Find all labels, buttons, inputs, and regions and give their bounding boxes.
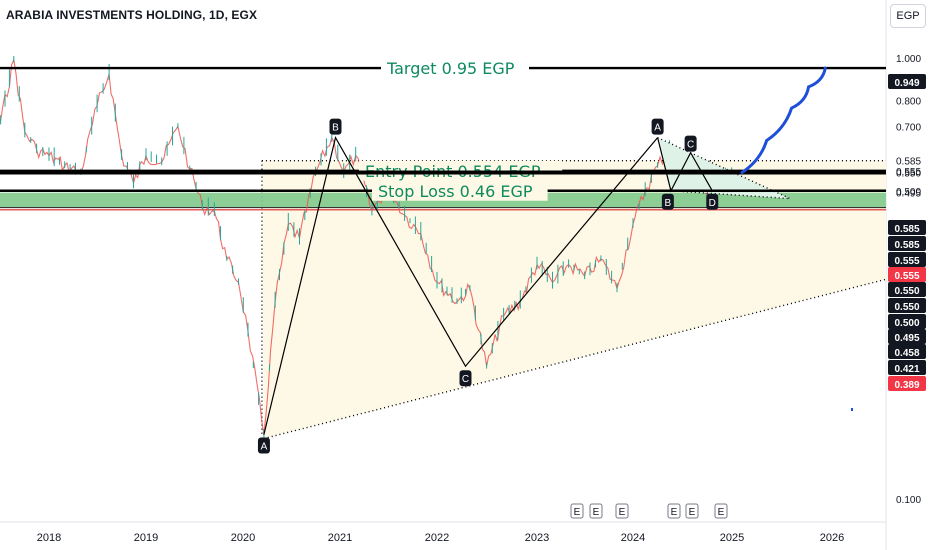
price-label-box <box>888 298 926 313</box>
pattern-point-badge <box>459 370 472 387</box>
price-label-box <box>888 252 926 267</box>
price-label: 0.555 <box>894 256 919 267</box>
price-label: 0.550 <box>894 286 919 297</box>
currency-button[interactable]: EGP <box>890 4 926 28</box>
price-label-box <box>888 344 926 359</box>
earnings-marker-label: E <box>574 507 581 518</box>
price-label-box <box>888 314 926 329</box>
pattern-point-badge <box>684 135 697 152</box>
pattern-point-badge <box>661 193 674 210</box>
y-tick-label: 0.100 <box>896 495 921 506</box>
price-label-box <box>888 74 926 89</box>
target-line-label: Target 0.95 EGP <box>386 59 515 78</box>
earnings-marker-label: E <box>619 507 626 518</box>
price-label: 0.458 <box>894 348 919 359</box>
y-tick-label: 0.550 <box>896 169 921 180</box>
pattern-point-badge <box>706 193 719 210</box>
x-tick-label: 2023 <box>525 532 549 544</box>
earnings-marker-label: E <box>718 507 725 518</box>
stop-loss-line-label: Stop Loss 0.46 EGP <box>378 182 533 201</box>
y-tick-label: 1.000 <box>896 54 921 65</box>
small-pattern-top-dotted <box>657 136 791 200</box>
price-label-box <box>888 282 926 297</box>
price-label-box <box>888 376 926 391</box>
x-tick-label: 2020 <box>231 532 255 544</box>
pattern-point-c: C <box>462 374 469 385</box>
target-line-label-bg <box>381 58 529 79</box>
x-tick-label: 2019 <box>134 532 158 544</box>
price-label-box <box>888 360 926 375</box>
y-tick-label: 0.585 <box>896 157 921 168</box>
pattern-point-b: B <box>665 198 672 209</box>
price-label: 0.585 <box>894 240 919 251</box>
price-label-box <box>888 329 926 344</box>
price-label: 0.550 <box>894 302 919 313</box>
y-tick-label: 0.555 <box>896 167 921 178</box>
y-tick-label: 0.800 <box>896 97 921 108</box>
x-tick-label: 2024 <box>621 532 645 544</box>
earnings-marker <box>714 503 728 519</box>
x-tick-label: 2018 <box>37 532 61 544</box>
y-tick-label: 0.700 <box>896 122 921 133</box>
projection-curve <box>740 66 827 174</box>
pattern-point-c: C <box>687 140 694 151</box>
chart-title: ARABIA INVESTMENTS HOLDING, 1D, EGX <box>6 8 258 22</box>
pattern-point-a: A <box>261 442 268 453</box>
pattern-point-a: A <box>654 123 661 134</box>
x-tick-label: 2025 <box>720 532 744 544</box>
earnings-marker-label: E <box>593 507 600 518</box>
price-label: 0.495 <box>894 333 919 344</box>
price-label: 0.949 <box>894 78 919 89</box>
price-label-box <box>888 236 926 251</box>
earnings-marker <box>667 503 681 519</box>
x-tick-label: 2021 <box>328 532 352 544</box>
price-label: 0.585 <box>894 224 919 235</box>
price-label: 0.555 <box>894 271 919 282</box>
pattern-zigzag-large <box>263 135 659 435</box>
stop-loss-line-label-bg <box>372 180 548 201</box>
pattern-point-badge <box>651 118 664 135</box>
price-label: 0.389 <box>894 380 919 391</box>
x-tick-label: 2026 <box>820 532 844 544</box>
x-tick-label: 2022 <box>425 532 449 544</box>
pattern-zigzag-small <box>657 137 713 193</box>
y-tick-label: 0.495 <box>896 189 921 200</box>
pattern-point-badge <box>257 437 270 454</box>
price-label: 0.500 <box>894 318 919 329</box>
earnings-marker <box>570 503 584 519</box>
earnings-marker-label: E <box>689 507 696 518</box>
price-label: 0.421 <box>894 364 919 375</box>
price-label-box <box>888 267 926 282</box>
projection-dot <box>851 408 853 411</box>
earnings-marker <box>685 503 699 519</box>
earnings-marker-label: E <box>671 507 678 518</box>
pattern-region-large <box>261 160 887 439</box>
pattern-point-d: D <box>709 198 716 209</box>
earnings-marker <box>589 503 603 519</box>
pattern-point-b: B <box>332 123 339 134</box>
pattern-point-badge <box>329 118 342 135</box>
price-label-box <box>888 220 926 235</box>
y-tick-label: 0.500 <box>896 187 921 198</box>
earnings-marker <box>615 503 629 519</box>
